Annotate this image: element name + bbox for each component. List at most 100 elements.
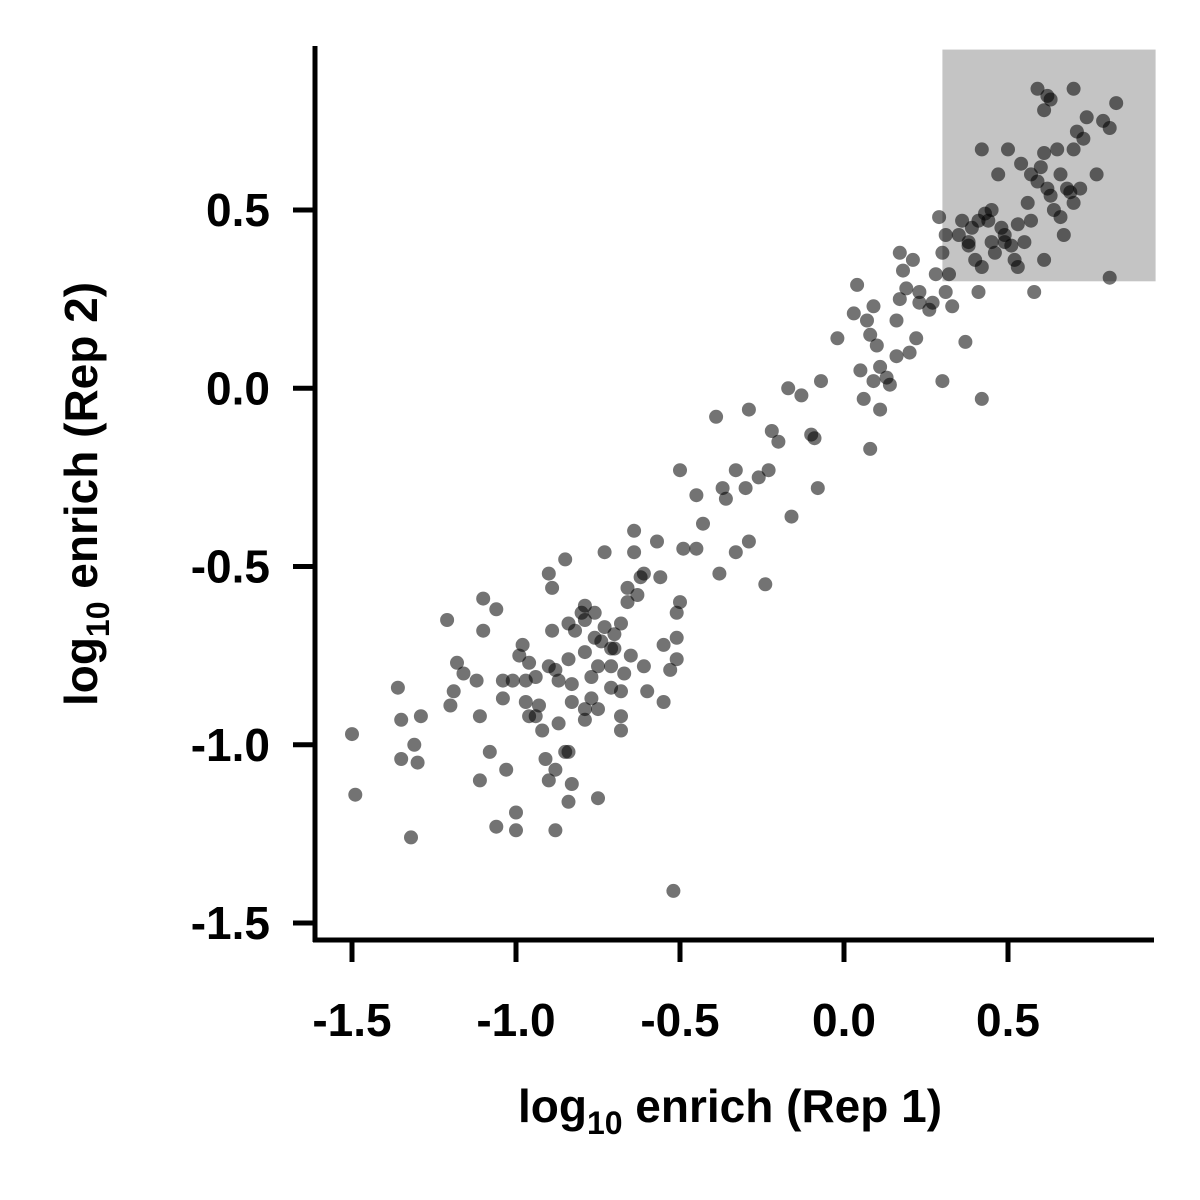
data-point <box>810 481 825 496</box>
data-point <box>561 794 576 809</box>
data-point <box>666 883 681 898</box>
x-axis-label-suffix: enrich (Rep 1) <box>623 1080 943 1132</box>
data-point <box>869 338 884 353</box>
data-point <box>856 391 871 406</box>
data-point <box>974 391 989 406</box>
data-point <box>614 723 628 738</box>
data-point <box>718 491 733 506</box>
data-point <box>1037 252 1052 267</box>
data-point <box>407 737 422 752</box>
data-point <box>673 463 687 478</box>
data-point <box>450 655 464 670</box>
data-point <box>863 327 878 342</box>
data-point <box>515 637 530 652</box>
data-point <box>896 263 910 278</box>
data-point <box>696 516 710 531</box>
y-tick-label: -1.0 <box>191 719 270 771</box>
y-axis-label-suffix: enrich (Rep 2) <box>55 282 107 602</box>
data-point <box>738 481 753 496</box>
data-point <box>728 463 743 478</box>
data-point <box>548 823 563 838</box>
data-point <box>345 727 359 742</box>
data-point <box>1056 228 1071 242</box>
data-point <box>1020 195 1035 210</box>
data-point <box>873 402 888 417</box>
data-point <box>991 167 1006 182</box>
x-ticks-layer: -1.5 -1.0 -0.5 0.0 0.5 <box>312 940 1040 1046</box>
data-point <box>558 552 573 567</box>
data-point <box>935 374 950 389</box>
data-point <box>928 267 943 282</box>
data-point <box>482 744 497 759</box>
data-point <box>561 744 576 759</box>
data-point <box>1066 81 1081 96</box>
data-point <box>614 616 628 631</box>
data-point <box>1109 96 1124 111</box>
data-point <box>1004 238 1019 253</box>
data-point <box>469 673 484 688</box>
data-point <box>551 716 566 731</box>
data-point <box>853 363 868 378</box>
data-point <box>971 285 986 299</box>
x-axis-label: log10 enrich (Rep 1) <box>518 1080 942 1141</box>
data-point <box>925 295 940 310</box>
data-point <box>1030 81 1045 96</box>
data-point <box>981 213 996 228</box>
data-point <box>1053 210 1068 225</box>
data-point <box>905 252 920 267</box>
data-point <box>1014 156 1029 171</box>
data-point <box>958 334 973 349</box>
y-axis-label-prefix: log <box>55 637 107 706</box>
data-point <box>522 709 537 724</box>
x-axis-label-subscript: 10 <box>587 1105 623 1141</box>
data-point <box>620 580 635 595</box>
data-point <box>607 641 622 656</box>
data-point <box>889 313 904 328</box>
data-point <box>689 488 704 503</box>
data-point <box>604 659 619 674</box>
data-point <box>404 830 418 845</box>
data-point <box>518 695 533 709</box>
data-point <box>476 623 491 638</box>
data-point <box>784 509 799 524</box>
x-tick-label: 0.5 <box>976 994 1040 1046</box>
data-point <box>1043 188 1058 203</box>
data-point <box>443 698 458 713</box>
data-point <box>974 260 989 274</box>
data-point <box>545 580 560 595</box>
data-point <box>942 267 956 282</box>
data-point <box>1037 146 1052 160</box>
data-point <box>1073 181 1088 196</box>
data-point <box>1001 142 1015 157</box>
data-point <box>932 210 947 225</box>
data-point <box>764 424 779 438</box>
data-point <box>348 787 363 802</box>
data-point <box>715 481 730 496</box>
data-point <box>751 470 766 485</box>
data-point <box>535 723 550 738</box>
data-point <box>873 359 888 374</box>
y-tick-label: -0.5 <box>191 541 270 593</box>
data-point <box>889 349 904 364</box>
data-point <box>1027 285 1042 299</box>
data-point <box>656 637 671 652</box>
data-point <box>758 577 773 592</box>
data-point <box>607 627 622 642</box>
data-point <box>489 819 504 834</box>
data-point <box>1010 217 1025 232</box>
x-tick-label: -0.5 <box>640 994 719 1046</box>
data-point <box>1076 131 1091 146</box>
data-point <box>830 331 845 346</box>
data-point <box>974 142 989 157</box>
data-point <box>882 377 897 392</box>
data-point <box>653 570 668 585</box>
data-point <box>656 695 671 709</box>
y-ticks-layer: -1.5 -1.0 -0.5 0.0 0.5 <box>191 184 315 949</box>
highlight-region <box>942 49 1156 282</box>
data-point <box>627 523 642 538</box>
data-point <box>394 752 409 766</box>
data-point <box>410 755 425 770</box>
data-point <box>676 541 691 556</box>
data-point <box>899 281 914 296</box>
